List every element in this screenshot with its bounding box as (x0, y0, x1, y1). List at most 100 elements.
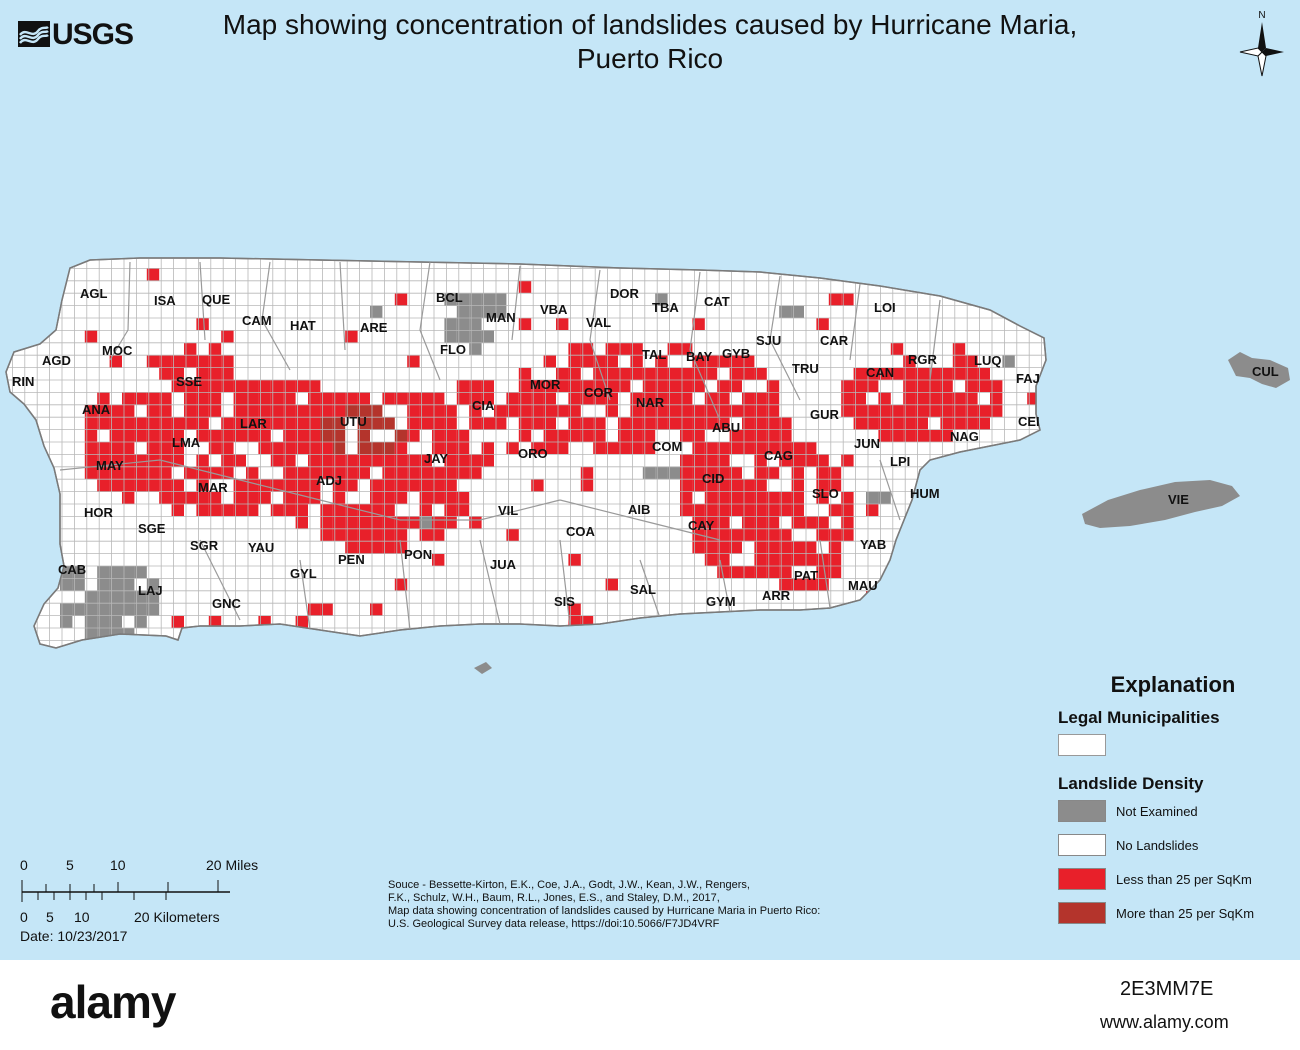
density-cell (742, 429, 755, 442)
density-cell (940, 392, 953, 405)
density-cell (915, 392, 928, 405)
municipality-boundary (479, 539, 501, 625)
density-cell (531, 442, 544, 455)
municipality-boundary (299, 559, 311, 631)
density-cell (146, 392, 160, 405)
density-cell (642, 380, 656, 393)
vieques-island (1082, 480, 1240, 528)
density-cell (246, 380, 259, 393)
density-cell (680, 380, 693, 393)
density-cell (444, 404, 457, 418)
density-cell (791, 491, 804, 504)
density-cell (283, 442, 296, 455)
density-cell (295, 479, 308, 492)
municipality-label-oro: ORO (518, 446, 548, 461)
density-cell (382, 417, 395, 430)
density-cell (320, 504, 333, 517)
density-cell (977, 404, 990, 418)
density-cell (804, 454, 817, 467)
density-cell (965, 392, 978, 405)
density-cell (357, 466, 370, 480)
density-cell (146, 578, 160, 591)
density-cell (655, 293, 668, 306)
density-cell (407, 355, 420, 368)
density-cell (642, 417, 656, 430)
density-cell (357, 528, 370, 542)
density-cell (878, 491, 891, 504)
north-arrow-icon: N (1239, 10, 1284, 77)
density-cell (605, 367, 618, 380)
density-cell (890, 404, 904, 418)
density-cell (444, 491, 457, 504)
density-cell (729, 429, 742, 442)
density-cell (940, 380, 953, 393)
density-cell (742, 566, 755, 579)
legend-municipalities-row (1058, 728, 1298, 762)
density-cell (990, 578, 1003, 591)
density-cell (320, 466, 333, 480)
density-cell (332, 479, 346, 492)
municipality-label-yab: YAB (860, 537, 886, 552)
density-cell (518, 318, 532, 331)
density-cell (704, 491, 718, 504)
scale-miles-tick: 10 (110, 857, 126, 873)
density-cell (580, 342, 594, 356)
density-cell (283, 429, 296, 442)
density-cell (196, 355, 209, 368)
density-cell (531, 417, 544, 430)
legend-density-label: Landslide Density (1058, 774, 1204, 793)
density-cell (295, 504, 308, 517)
municipality-boundary (199, 539, 241, 621)
density-cell (109, 590, 122, 604)
density-cell (977, 367, 990, 380)
density-cell (791, 442, 804, 455)
density-cell (233, 491, 246, 504)
map-title-line2: Puerto Rico (576, 43, 724, 74)
density-cell (965, 355, 978, 368)
density-cell (742, 392, 755, 405)
density-cell (208, 429, 222, 442)
density-cell (742, 528, 755, 542)
density-cell (370, 603, 383, 616)
density-cell (580, 466, 594, 480)
municipality-label-mar: MAR (198, 480, 228, 495)
density-cell (159, 454, 172, 467)
density-cell (680, 466, 693, 480)
municipality-label-lpi: LPI (890, 454, 910, 469)
density-cell (258, 417, 271, 430)
density-cell (171, 504, 184, 517)
density-cell (308, 603, 321, 616)
legend-swatch-no-landslides (1058, 834, 1106, 856)
municipality-boundary (109, 261, 131, 361)
density-cell (345, 479, 358, 492)
municipality-label-flo: FLO (440, 342, 466, 357)
density-cell (332, 392, 346, 405)
density-cell (456, 491, 470, 504)
density-cell (692, 417, 705, 430)
municipality-label-pat: PAT (794, 568, 818, 583)
density-cell (630, 355, 643, 368)
density-cell (146, 590, 160, 604)
municipality-boundary (689, 271, 721, 421)
municipality-label-bcl: BCL (436, 290, 463, 305)
density-cell (97, 466, 110, 480)
density-cell (308, 442, 321, 455)
density-cell (370, 516, 383, 529)
density-cell (97, 603, 110, 616)
density-cell (146, 268, 160, 281)
density-cell (370, 528, 383, 542)
density-cell (915, 404, 928, 418)
density-cell (109, 479, 122, 492)
density-cell (518, 429, 532, 442)
density-cell (419, 504, 432, 517)
density-cell (766, 429, 780, 442)
density-cell (556, 380, 569, 393)
density-cell (642, 367, 656, 380)
density-cell (295, 442, 308, 455)
density-cell (990, 404, 1003, 418)
density-cell (109, 603, 122, 616)
density-cell (320, 516, 333, 529)
density-cell (122, 466, 135, 480)
density-cell (742, 504, 755, 517)
municipality-label-jun: JUN (854, 436, 880, 451)
